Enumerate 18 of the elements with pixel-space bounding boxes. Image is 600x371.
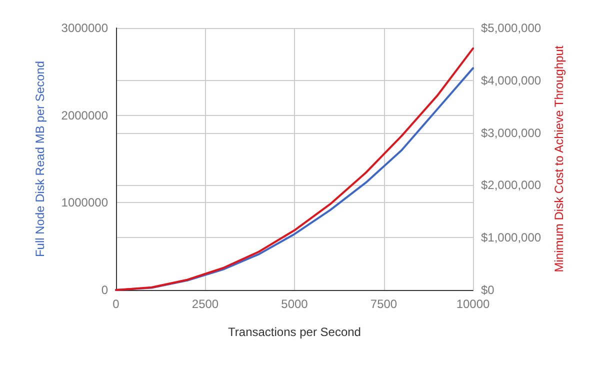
y2-tick-label: $5,000,000 bbox=[481, 21, 542, 35]
x-axis-title: Transactions per Second bbox=[228, 325, 361, 339]
y-tick-label: 3000000 bbox=[61, 21, 108, 35]
y2-tick-label: $3,000,000 bbox=[481, 126, 542, 140]
x-tick-label: 10000 bbox=[456, 297, 490, 311]
x-tick-label: 2500 bbox=[192, 297, 219, 311]
y2-tick-label: $4,000,000 bbox=[481, 73, 542, 88]
y-tick-label: 1000000 bbox=[61, 196, 108, 210]
y-axis-title: Full Node Disk Read MB per Second bbox=[33, 60, 47, 258]
y-tick-label: 2000000 bbox=[61, 108, 108, 122]
y2-tick-label: $2,000,000 bbox=[481, 178, 542, 192]
y2-axis-title: Minimum Disk Cost to Achieve Throughput bbox=[552, 45, 566, 272]
x-tick-label: 7500 bbox=[370, 297, 398, 311]
y-tick-label: 0 bbox=[101, 283, 108, 297]
y2-tick-label: $1,000,000 bbox=[481, 230, 542, 245]
x-tick-label: 0 bbox=[112, 297, 120, 311]
x-tick-label: 5000 bbox=[281, 297, 308, 311]
y2-tick-label: $0 bbox=[481, 283, 495, 297]
